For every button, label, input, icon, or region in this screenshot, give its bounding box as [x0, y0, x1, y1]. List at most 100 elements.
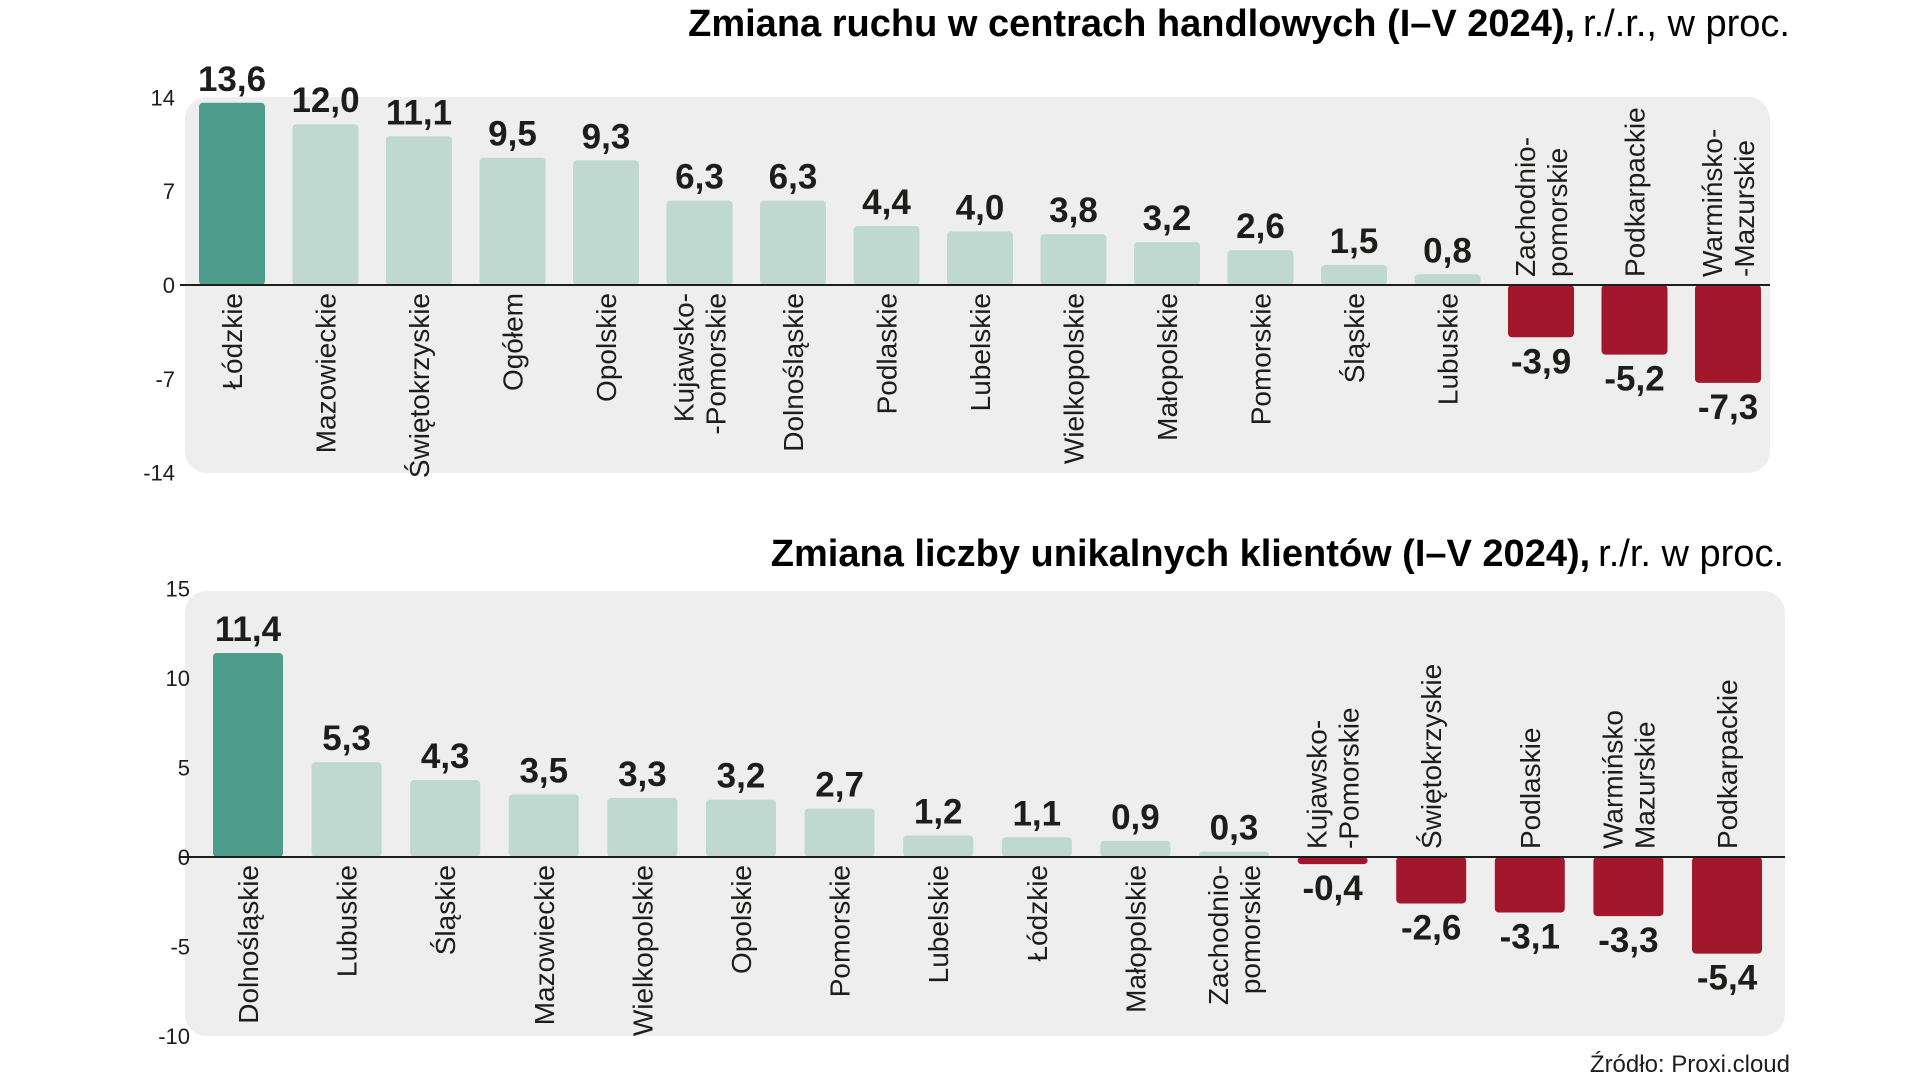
category-label-line: Mazurskie — [1629, 721, 1660, 849]
bar-value-label: 1,5 — [1330, 222, 1379, 261]
category-label: Łódzkie — [217, 293, 248, 390]
category-label: Ogółem — [498, 293, 529, 391]
category-label: Kujawsko- -Pomorskie — [669, 293, 732, 435]
bar — [1321, 264, 1387, 285]
bar-value-label: 1,2 — [914, 793, 963, 832]
bar-value-label: 4,3 — [421, 737, 470, 776]
bar — [1227, 250, 1294, 285]
category-label-line: Opolskie — [726, 865, 757, 974]
category-label-line: Łódzkie — [1022, 865, 1053, 962]
category-label: Opolskie — [591, 293, 622, 402]
category-label: Małopolskie — [1152, 293, 1183, 441]
plot-panel — [185, 591, 1785, 1036]
bar-value-label: 12,0 — [291, 81, 359, 120]
y-tick-label: -14 — [143, 461, 175, 486]
bar-value-label: 3,3 — [618, 755, 667, 794]
category-label-line: Lubelskie — [965, 293, 996, 411]
bar-value-label: 3,2 — [717, 757, 766, 796]
bar-value-label: 4,0 — [956, 188, 1005, 227]
category-label-line: -Mazurskie — [1729, 140, 1760, 277]
category-label: Wielkopolskie — [627, 865, 658, 1036]
category-label: Mazowieckie — [311, 293, 342, 453]
bar — [1396, 857, 1467, 904]
bar-value-label: -3,1 — [1500, 917, 1560, 956]
bar — [1494, 857, 1565, 913]
bar-value-label: -0,4 — [1302, 869, 1363, 908]
bar-value-label: -2,6 — [1401, 909, 1461, 948]
chart-title-main: Zmiana ruchu w centrach handlowych (I–V … — [688, 3, 1575, 45]
bar-value-label: -5,2 — [1604, 360, 1664, 399]
chart-title: Zmiana liczby unikalnych klientów (I–V 2… — [771, 533, 1784, 575]
bar — [1601, 285, 1668, 355]
category-label: Dolnośląskie — [233, 865, 264, 1024]
traffic-change-chart: Zmiana ruchu w centrach handlowych (I–V … — [143, 3, 1790, 486]
category-label-line: Świętokrzyskie — [403, 293, 435, 478]
category-label-line: Podkarpackie — [1620, 107, 1651, 277]
bar — [1508, 285, 1574, 338]
source-note: Źródło: Proxi.cloud — [1590, 1051, 1790, 1078]
category-label-line: -Pomorskie — [701, 293, 732, 435]
category-label-line: Lubuskie — [332, 865, 363, 977]
bar — [573, 160, 639, 285]
bar — [706, 799, 776, 857]
category-label-line: Podkarpackie — [1712, 679, 1743, 849]
category-label: Śląskie — [429, 865, 461, 955]
chart-title-unit: r./r. w proc. — [1598, 533, 1784, 575]
bar — [903, 835, 974, 857]
category-label: Podkarpackie — [1620, 107, 1651, 277]
bar — [479, 157, 546, 285]
category-label: Lubelskie — [923, 865, 954, 983]
bar — [292, 124, 359, 285]
category-label: Warmińsko- -Mazurskie — [1697, 129, 1760, 277]
category-label: Wielkopolskie — [1059, 293, 1090, 464]
bar — [853, 226, 920, 285]
y-tick-label: 15 — [166, 577, 190, 602]
category-label-line: Lubuskie — [1433, 293, 1464, 405]
y-tick-label: -5 — [170, 935, 190, 960]
bar — [607, 797, 678, 857]
category-label: Lubelskie — [965, 293, 996, 411]
category-label: Małopolskie — [1120, 865, 1151, 1013]
category-label-line: Pomorskie — [825, 865, 856, 997]
bar — [386, 136, 452, 285]
category-label-line: Zachodnio- — [1510, 137, 1541, 277]
bar-value-label: 3,8 — [1049, 191, 1098, 230]
category-label: Zachodnio-pomorskie — [1203, 865, 1266, 1005]
bar-value-label: 3,5 — [519, 751, 568, 790]
bar-value-label: -3,3 — [1598, 921, 1658, 960]
chart-title-main: Zmiana liczby unikalnych klientów (I–V 2… — [771, 533, 1590, 575]
y-tick-label: 10 — [166, 666, 190, 691]
category-label-line: Łódzkie — [217, 293, 248, 390]
category-label-line: Podlaskie — [1515, 728, 1546, 849]
category-label-line: Wielkopolskie — [1059, 293, 1090, 464]
category-label-line: Dolnośląskie — [778, 293, 809, 452]
bar — [1695, 285, 1761, 383]
category-label-line: Wielkopolskie — [627, 865, 658, 1036]
bar-value-label: 2,7 — [815, 766, 864, 805]
bar-value-label: 0,3 — [1210, 809, 1259, 848]
y-tick-label: -10 — [158, 1024, 190, 1049]
chart-title-unit: r./.r., w proc. — [1583, 3, 1790, 45]
bar-value-label: 9,3 — [582, 117, 631, 156]
category-label-line: Małopolskie — [1120, 865, 1151, 1013]
bar-value-label: 6,3 — [769, 158, 818, 197]
category-label-line: Małopolskie — [1152, 293, 1183, 441]
bar — [1134, 242, 1200, 285]
category-label: Kujawsko- -Pomorskie — [1302, 707, 1365, 849]
bar-value-label: 5,3 — [322, 719, 371, 758]
bar — [804, 808, 875, 857]
category-label: Świętokrzyskie — [403, 293, 435, 478]
bar — [1100, 840, 1171, 857]
bar-value-label: 11,4 — [215, 610, 282, 649]
category-label-line: pomorskie — [1542, 148, 1573, 277]
category-label-line: Warmińsko- — [1697, 129, 1728, 277]
bar — [1692, 857, 1762, 954]
category-label-line: Kujawsko- — [669, 293, 700, 422]
category-label-line: Warmińsko — [1597, 710, 1628, 849]
category-label: Warmińsko Mazurskie — [1597, 710, 1660, 849]
category-label-line: Zachodnio- — [1203, 865, 1234, 1005]
bar-value-label: -3,9 — [1511, 342, 1571, 381]
y-tick-label: 14 — [151, 85, 175, 110]
category-label-line: Ogółem — [498, 293, 529, 391]
